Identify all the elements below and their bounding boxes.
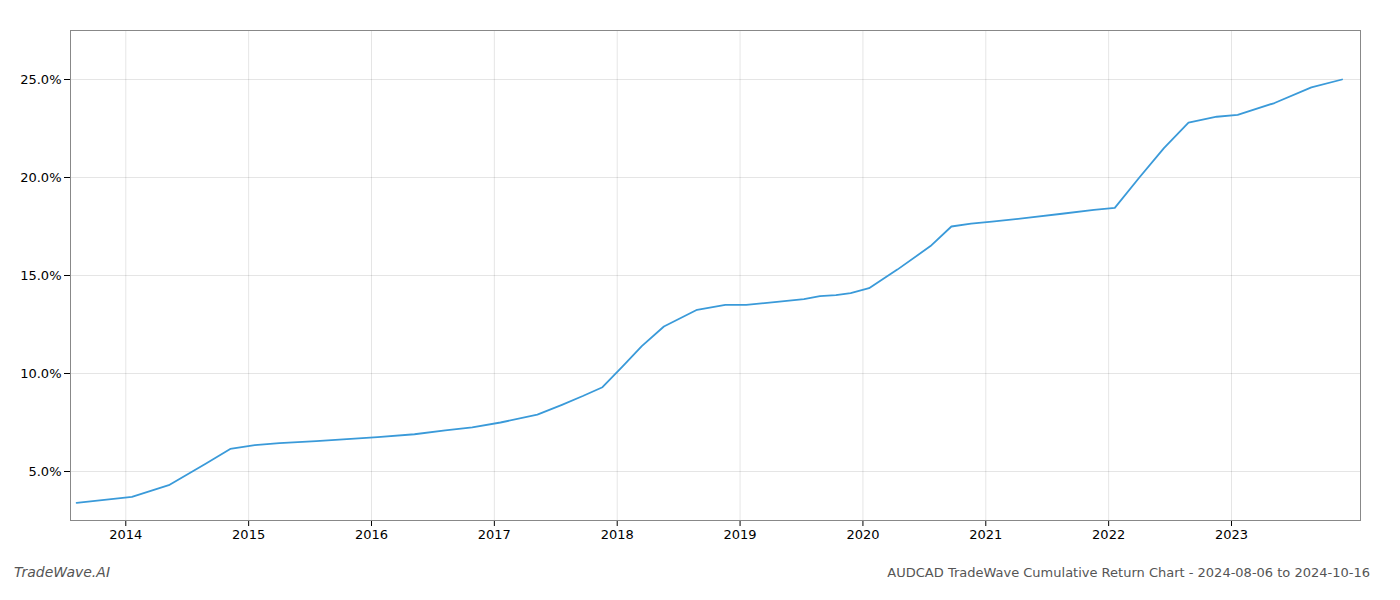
svg-text:2015: 2015 xyxy=(232,527,265,542)
svg-text:2020: 2020 xyxy=(846,527,879,542)
svg-text:10.0%: 10.0% xyxy=(20,366,61,381)
svg-text:5.0%: 5.0% xyxy=(28,464,61,479)
svg-text:2019: 2019 xyxy=(724,527,757,542)
svg-text:2022: 2022 xyxy=(1092,527,1125,542)
svg-text:2016: 2016 xyxy=(355,527,388,542)
svg-text:2021: 2021 xyxy=(969,527,1002,542)
svg-text:2017: 2017 xyxy=(478,527,511,542)
svg-text:2014: 2014 xyxy=(109,527,142,542)
svg-text:2018: 2018 xyxy=(601,527,634,542)
svg-text:25.0%: 25.0% xyxy=(20,72,61,87)
svg-text:2023: 2023 xyxy=(1215,527,1248,542)
html-text:AUDCAD TradeWave Cumulative Re: AUDCAD TradeWave Cumulative Return Chart… xyxy=(887,564,1370,580)
svg-text:15.0%: 15.0% xyxy=(20,268,61,283)
html-text:TradeWave.AI: TradeWave.AI xyxy=(14,564,110,580)
svg-text:20.0%: 20.0% xyxy=(20,170,61,185)
